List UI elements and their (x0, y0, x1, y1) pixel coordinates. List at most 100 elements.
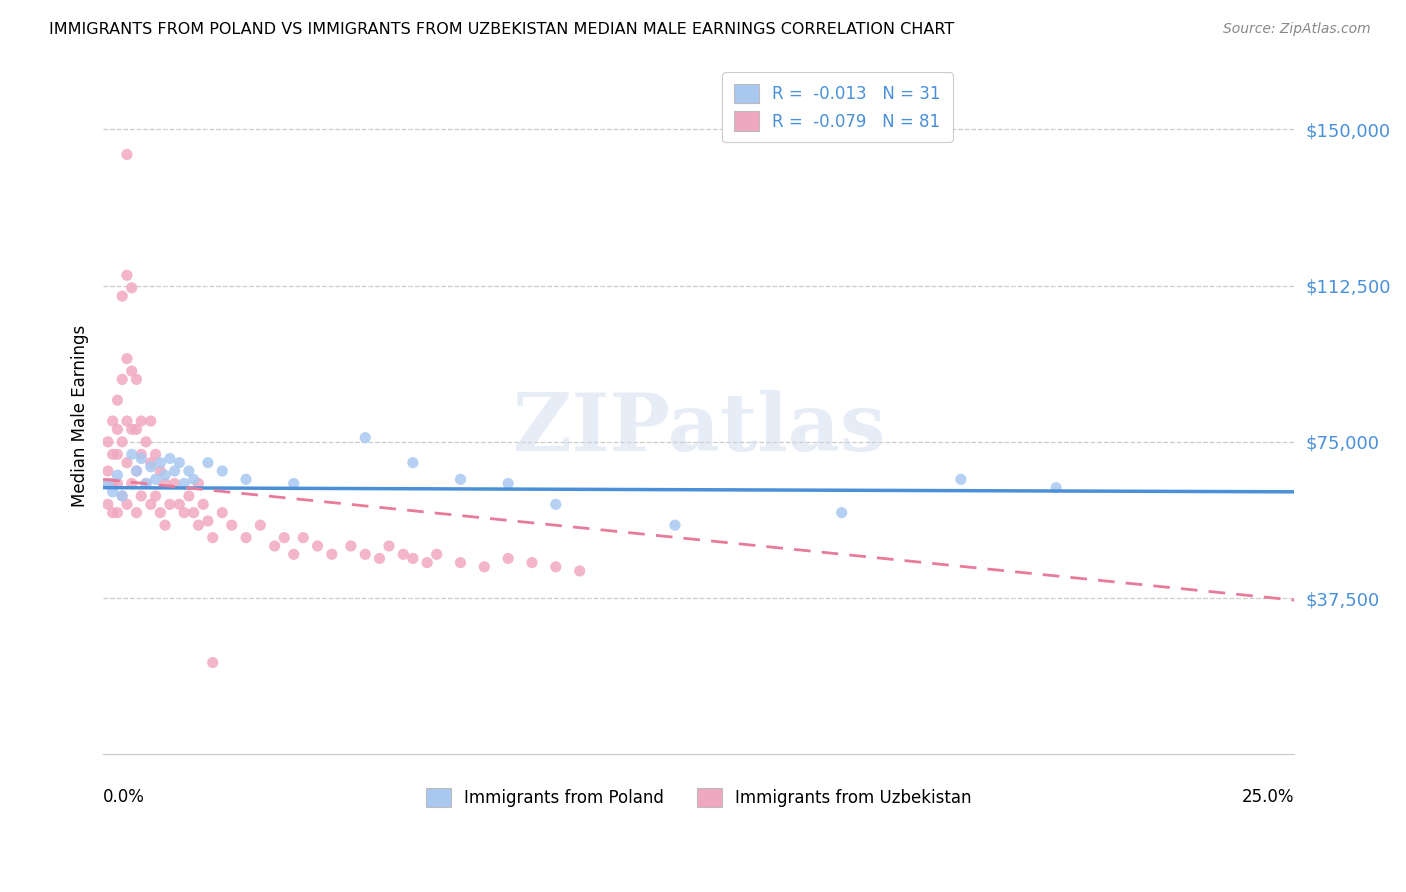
Point (211, 464, 233, 478)
Text: 25.0%: 25.0% (1241, 788, 1295, 806)
Point (187, 518, 209, 533)
Point (135, 476, 157, 491)
Point (544, 559, 567, 574)
Point (107, 468, 129, 483)
Point (159, 497, 181, 511)
Point (115, 414, 138, 428)
Point (121, 422, 143, 436)
Point (416, 556, 439, 570)
Point (201, 531, 224, 545)
Point (145, 472, 167, 486)
Text: IMMIGRANTS FROM POLAND VS IMMIGRANTS FROM UZBEKISTAN MEDIAN MALE EARNINGS CORREL: IMMIGRANTS FROM POLAND VS IMMIGRANTS FRO… (49, 22, 955, 37)
Point (173, 476, 195, 491)
Point (115, 351, 138, 366)
Point (97, 476, 120, 491)
Point (107, 476, 129, 491)
Point (149, 464, 172, 478)
Point (263, 539, 285, 553)
Point (145, 489, 167, 503)
Point (163, 476, 186, 491)
Point (101, 414, 124, 428)
Point (101, 476, 124, 491)
Point (520, 556, 543, 570)
Point (129, 489, 152, 503)
Point (125, 506, 148, 520)
Point (321, 547, 343, 561)
Point (101, 484, 124, 499)
Text: Source: ZipAtlas.com: Source: ZipAtlas.com (1223, 22, 1371, 37)
Point (159, 451, 181, 466)
Point (101, 506, 124, 520)
Point (107, 506, 129, 520)
Point (135, 476, 157, 491)
Point (97, 497, 120, 511)
Point (273, 531, 295, 545)
Point (121, 447, 143, 461)
Point (153, 468, 176, 483)
Point (97, 476, 120, 491)
Point (183, 506, 205, 520)
Point (97, 434, 120, 449)
Point (149, 506, 172, 520)
Point (177, 489, 200, 503)
Point (153, 518, 176, 533)
Point (115, 497, 138, 511)
Point (129, 451, 152, 466)
Point (402, 551, 425, 566)
Point (496, 551, 519, 566)
Point (125, 464, 148, 478)
Legend: Immigrants from Poland, Immigrants from Uzbekistan: Immigrants from Poland, Immigrants from … (419, 781, 979, 814)
Point (115, 147, 138, 161)
Point (125, 464, 148, 478)
Point (169, 497, 191, 511)
Point (392, 547, 415, 561)
Point (129, 447, 152, 461)
Point (115, 456, 138, 470)
Point (107, 422, 129, 436)
Point (125, 372, 148, 386)
Point (173, 506, 195, 520)
Point (115, 268, 138, 283)
Point (121, 476, 143, 491)
Point (139, 497, 162, 511)
Point (177, 464, 200, 478)
Point (107, 393, 129, 408)
Point (368, 551, 391, 566)
Point (831, 506, 853, 520)
Point (107, 447, 129, 461)
Text: ZIPatlas: ZIPatlas (513, 391, 884, 468)
Point (139, 459, 162, 474)
Point (139, 456, 162, 470)
Point (426, 547, 449, 561)
Point (402, 456, 425, 470)
Point (307, 539, 329, 553)
Point (183, 472, 205, 486)
Y-axis label: Median Male Earnings: Median Male Earnings (72, 325, 89, 507)
Point (544, 497, 567, 511)
Point (145, 447, 167, 461)
Text: 0.0%: 0.0% (103, 788, 145, 806)
Point (472, 559, 495, 574)
Point (129, 414, 152, 428)
Point (125, 422, 148, 436)
Point (197, 456, 219, 470)
Point (450, 556, 472, 570)
Point (496, 476, 519, 491)
Point (378, 539, 401, 553)
Point (121, 281, 143, 295)
Point (135, 434, 157, 449)
Point (340, 539, 363, 553)
Point (169, 456, 191, 470)
Point (111, 489, 134, 503)
Point (235, 472, 257, 486)
Point (450, 472, 472, 486)
Point (193, 497, 215, 511)
Point (149, 456, 172, 470)
Point (568, 564, 591, 578)
Point (283, 547, 305, 561)
Point (354, 547, 377, 561)
Point (221, 518, 243, 533)
Point (197, 514, 219, 528)
Point (121, 364, 143, 378)
Point (111, 434, 134, 449)
